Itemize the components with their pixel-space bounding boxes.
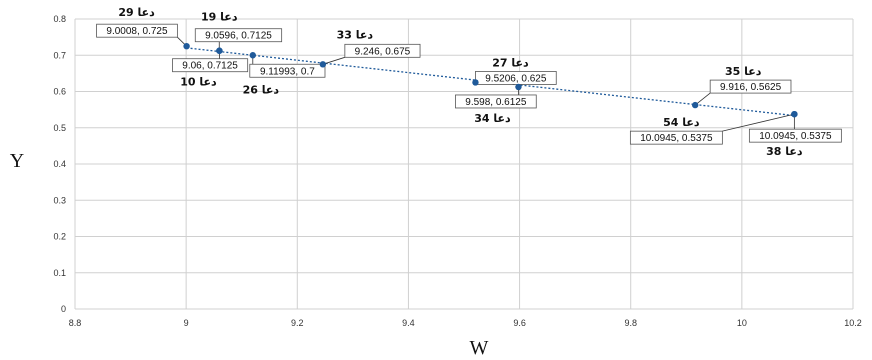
data-label-box — [475, 71, 557, 85]
data-point — [183, 42, 190, 50]
data-label-box — [709, 79, 792, 94]
data-label: 9.916, 0.5625 — [720, 82, 782, 93]
data-points — [183, 42, 798, 118]
callouts: 9.0008, 0.725 دعا 29 9.0596, 0.7125 دعا 19 9… — [96, 6, 842, 158]
data-label-box — [96, 23, 178, 38]
data-label-box — [629, 130, 723, 145]
data-label-box — [194, 28, 283, 43]
y-tick-label: 0.2 — [53, 232, 66, 242]
y-tick-label: 0.4 — [53, 159, 66, 169]
data-point — [249, 52, 256, 59]
x-tick-label: 9.4 — [402, 318, 415, 328]
data-point — [515, 83, 522, 91]
data-label: 10.0945, 0.5375 — [640, 133, 713, 144]
data-label-box — [455, 94, 537, 109]
y-tick-label: 0.7 — [53, 50, 66, 60]
point-name-label: دعا 33 — [337, 28, 374, 41]
y-tick-label: 0.6 — [53, 87, 66, 97]
callout-leader — [322, 56, 345, 65]
data-label: 9.5206, 0.625 — [485, 73, 547, 84]
data-label: 10.0945, 0.5375 — [759, 131, 832, 142]
data-label: 9.0008, 0.725 — [106, 26, 168, 37]
y-tick-label: 0.8 — [53, 14, 66, 24]
data-label-box — [748, 128, 842, 143]
point-name-label: دعا 35 — [725, 65, 762, 78]
data-point — [216, 47, 223, 54]
y-tick-label: 0 — [61, 304, 66, 314]
x-tick-label: 8.8 — [69, 318, 82, 328]
x-tick-label: 9.6 — [513, 318, 526, 328]
data-label-box — [344, 43, 421, 58]
point-name-label: دعا 10 — [180, 76, 217, 89]
data-point — [472, 79, 479, 86]
x-tick-label: 9.8 — [624, 318, 637, 328]
callout-leader — [722, 113, 795, 132]
point-name-label: دعا 26 — [243, 83, 280, 96]
data-label-box — [249, 63, 326, 78]
y-tick-label: 0.3 — [53, 195, 66, 205]
y-tick-label: 0.1 — [53, 268, 66, 278]
x-tick-label: 9.2 — [291, 318, 304, 328]
point-name-label: دعا 54 — [663, 116, 700, 129]
data-label: 9.06, 0.7125 — [182, 61, 238, 72]
point-name-label: دعا 29 — [118, 6, 155, 19]
y-axis-title: Y — [10, 150, 24, 172]
data-label: 9.11993, 0.7 — [260, 66, 315, 77]
x-tick-label: 10 — [737, 318, 747, 328]
x-tick-label: 9 — [184, 318, 189, 328]
y-tick-label: 0.5 — [53, 123, 66, 133]
data-point — [319, 61, 327, 68]
point-name-label: دعا 27 — [492, 56, 529, 69]
x-tick-label: 10.2 — [844, 318, 862, 328]
data-label: 9.598, 0.6125 — [465, 97, 527, 108]
point-name-label: دعا 38 — [766, 145, 803, 158]
data-label: 9.0596, 0.7125 — [205, 31, 272, 42]
data-point — [691, 101, 699, 109]
data-label: 9.246, 0.675 — [355, 46, 411, 57]
tick-labels: 0 0.1 0.2 0.3 0.4 0.5 0.6 0.7 0.8 8.8 9 9.2 9.4 9.6 9.… — [53, 14, 861, 328]
point-name-label: دعا 34 — [474, 112, 511, 125]
data-label-box — [172, 58, 249, 73]
x-axis-title: W — [470, 337, 489, 359]
data-point — [791, 110, 798, 118]
callout-leader — [694, 92, 711, 106]
point-name-label: دعا 19 — [201, 11, 238, 24]
